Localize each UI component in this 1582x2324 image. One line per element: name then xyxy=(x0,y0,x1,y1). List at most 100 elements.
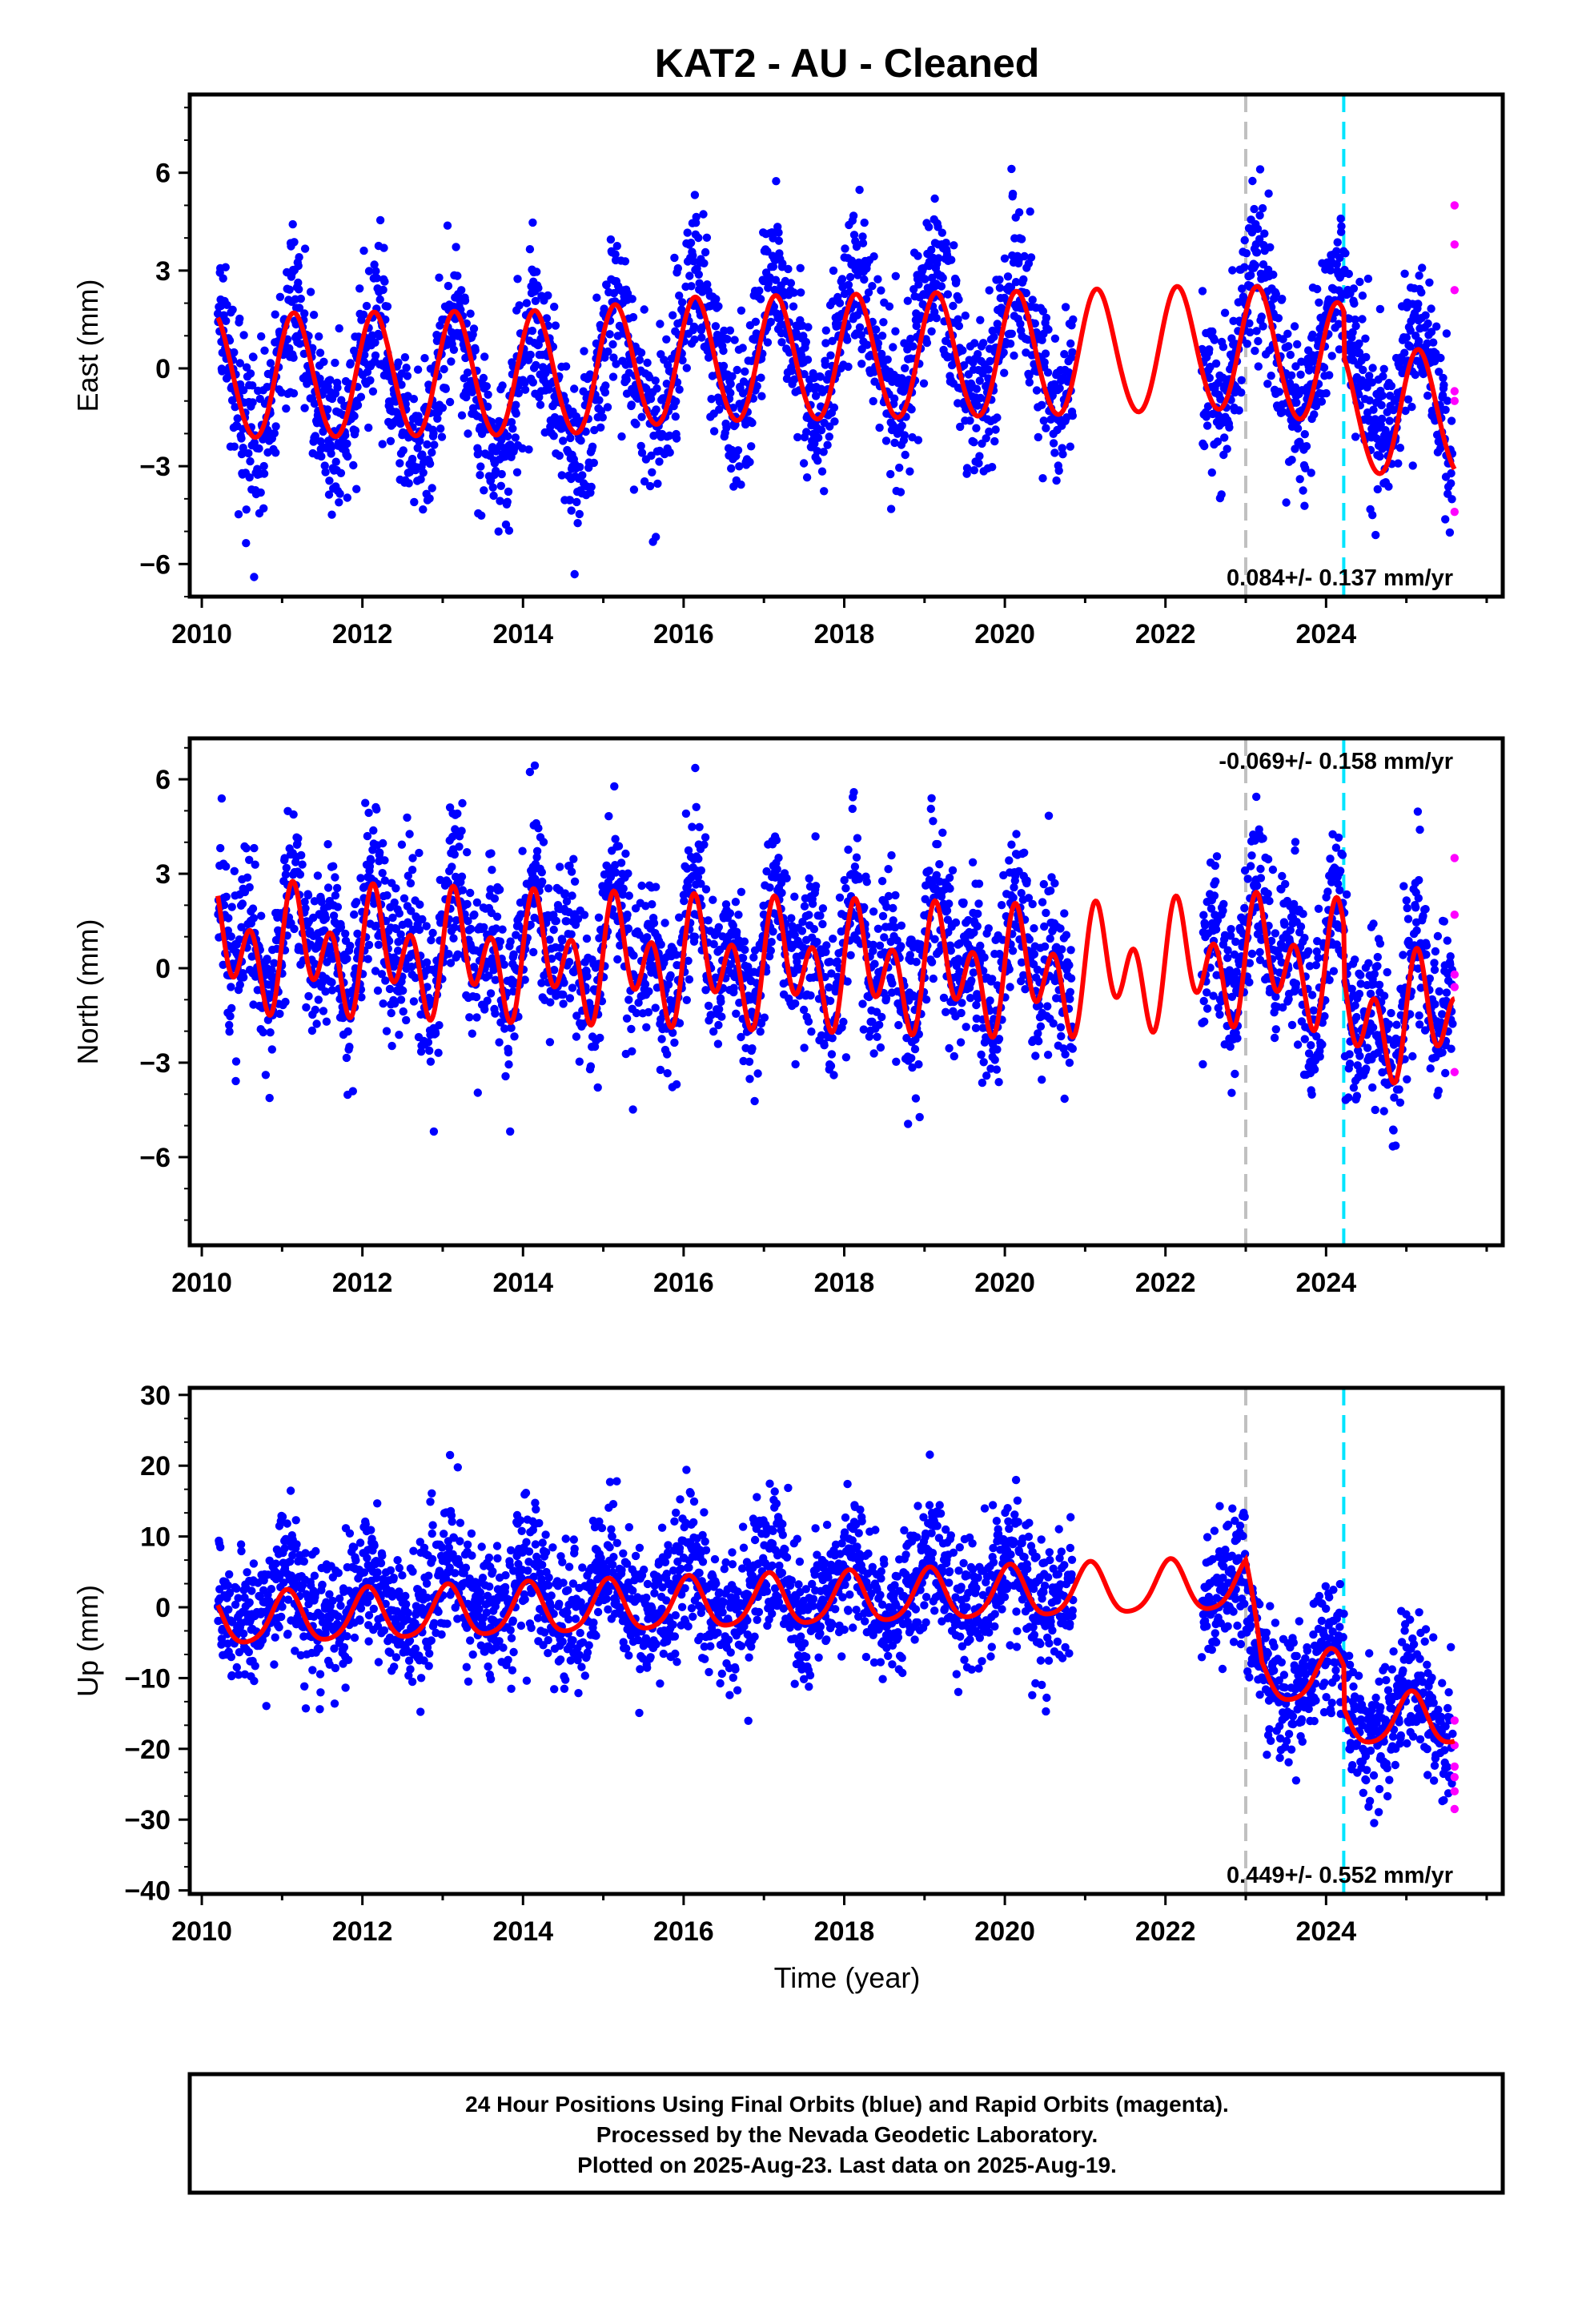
data-point xyxy=(962,1023,970,1031)
data-point xyxy=(966,994,975,1003)
data-point xyxy=(300,898,309,907)
data-point xyxy=(587,482,596,492)
data-point xyxy=(913,436,923,444)
data-point xyxy=(1034,432,1043,442)
data-point xyxy=(1025,935,1034,944)
data-point xyxy=(608,340,617,349)
data-point xyxy=(600,388,610,397)
data-point xyxy=(271,422,280,431)
data-point xyxy=(568,891,576,900)
data-point xyxy=(572,497,581,507)
data-point xyxy=(245,473,254,482)
data-point xyxy=(233,414,242,423)
data-point xyxy=(512,400,520,409)
data-point xyxy=(266,991,275,1000)
data-point xyxy=(282,863,291,873)
data-point xyxy=(216,843,225,853)
data-point xyxy=(649,919,659,927)
data-point xyxy=(759,910,769,919)
data-point xyxy=(997,901,1006,910)
data-point xyxy=(1425,278,1434,287)
data-point xyxy=(409,395,419,404)
data-point xyxy=(221,263,230,271)
data-point xyxy=(1279,408,1287,416)
data-point xyxy=(888,979,897,988)
data-point xyxy=(956,1038,966,1047)
data-point xyxy=(869,947,877,955)
data-point xyxy=(628,1105,637,1114)
data-point xyxy=(1044,325,1053,334)
data-point xyxy=(1309,357,1319,366)
data-point xyxy=(942,1007,950,1017)
data-point xyxy=(576,463,584,472)
data-point xyxy=(769,927,777,936)
data-point xyxy=(1293,424,1303,433)
data-point xyxy=(837,275,847,283)
data-point xyxy=(1030,924,1038,933)
data-point xyxy=(686,239,696,247)
data-point xyxy=(408,963,416,971)
data-point xyxy=(486,989,496,998)
data-point xyxy=(437,432,447,441)
data-point xyxy=(259,1027,267,1037)
data-point xyxy=(402,1015,411,1025)
data-point xyxy=(422,958,432,967)
data-point xyxy=(646,394,656,404)
data-point xyxy=(911,1094,921,1103)
data-point xyxy=(973,401,982,410)
data-point xyxy=(909,342,917,351)
data-point xyxy=(343,1027,352,1036)
data-point xyxy=(618,890,628,899)
data-point xyxy=(848,804,857,814)
data-point xyxy=(886,469,895,479)
data-point xyxy=(237,449,247,459)
data-point xyxy=(1248,176,1257,186)
data-point xyxy=(1394,459,1403,468)
data-point xyxy=(623,911,632,919)
data-point xyxy=(396,995,406,1004)
data-point xyxy=(531,296,540,305)
data-point xyxy=(549,925,558,935)
data-point xyxy=(518,846,527,855)
data-point xyxy=(787,914,796,923)
data-point xyxy=(368,387,378,396)
data-point xyxy=(465,1013,474,1022)
data-point xyxy=(230,442,239,451)
data-point xyxy=(828,336,837,345)
data-point xyxy=(383,891,391,900)
data-point xyxy=(652,533,661,541)
data-point xyxy=(537,979,546,987)
data-point xyxy=(552,916,560,926)
data-point xyxy=(350,910,359,919)
data-point xyxy=(271,448,280,457)
data-point xyxy=(670,253,679,263)
data-point xyxy=(259,461,268,471)
data-point xyxy=(294,261,303,271)
data-point xyxy=(496,937,505,946)
data-point xyxy=(973,922,982,931)
data-point xyxy=(876,1043,885,1052)
data-point xyxy=(735,462,744,471)
data-point xyxy=(979,1058,988,1067)
data-point xyxy=(829,1071,838,1080)
data-point xyxy=(1367,378,1377,387)
data-point xyxy=(972,424,981,432)
data-point xyxy=(1044,811,1054,820)
data-point xyxy=(1042,313,1051,323)
data-point xyxy=(300,404,309,412)
data-point xyxy=(408,854,417,862)
data-point xyxy=(995,283,1005,292)
data-point xyxy=(854,875,864,883)
data-point xyxy=(438,404,448,412)
data-point xyxy=(526,920,535,930)
data-point xyxy=(436,875,444,885)
data-point xyxy=(606,235,616,244)
data-point xyxy=(782,874,791,883)
data-point xyxy=(692,802,701,811)
data-point xyxy=(1351,315,1359,324)
data-point xyxy=(990,436,999,446)
data-point xyxy=(280,854,289,862)
data-point xyxy=(598,413,607,422)
data-point xyxy=(849,211,858,220)
